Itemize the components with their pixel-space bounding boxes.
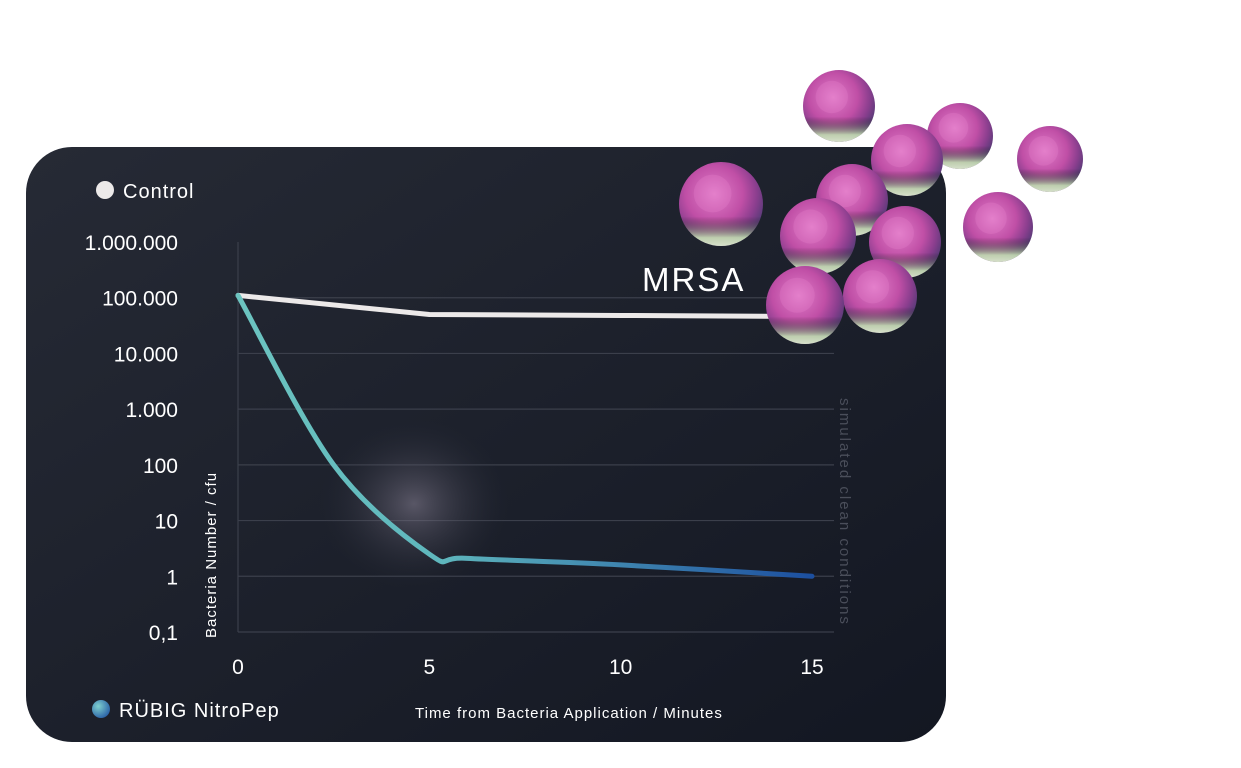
y-tick-label: 1.000 (125, 399, 178, 422)
mrsa-bacteria-cluster-icon (679, 70, 1083, 344)
series (235, 292, 815, 579)
y-tick-labels: 0,1 1 10 100 1.000 10.000 100.000 1.000.000 (85, 232, 178, 645)
legend-nitropep-label: RÜBIG NitroPep (119, 700, 280, 722)
series-line-control (235, 292, 815, 320)
glow-spot (319, 418, 510, 589)
mrsa-annotation: MRSA (642, 261, 745, 298)
series-line-nitropep (235, 292, 815, 579)
legend-control-dot (96, 181, 114, 199)
legend-nitropep: RÜBIG NitroPep (92, 700, 280, 722)
simulated-conditions-note: simulated clean conditions (836, 398, 853, 626)
bacterium (780, 198, 856, 274)
y-axis-label: Bacteria Number / cfu (203, 472, 220, 638)
bacterium (1017, 126, 1083, 192)
bacterium (766, 266, 844, 344)
y-tick-label: 100.000 (102, 288, 178, 311)
x-tick-label: 10 (609, 656, 632, 679)
bacterium (927, 103, 993, 169)
x-tick-label: 15 (800, 656, 823, 679)
bacterium (963, 192, 1033, 262)
y-tick-label: 0,1 (149, 622, 178, 645)
bacterium (871, 124, 943, 196)
grid (238, 297, 834, 577)
axes (237, 242, 834, 633)
x-axis-label: Time from Bacteria Application / Minutes (415, 705, 723, 722)
bacterium (679, 162, 763, 246)
x-tick-label: 0 (232, 656, 244, 679)
y-tick-label: 1.000.000 (85, 232, 178, 255)
y-tick-label: 100 (143, 455, 178, 478)
x-tick-labels: 0 5 10 15 (232, 656, 824, 679)
legend-control: Control (96, 181, 194, 203)
legend-nitropep-dot (92, 700, 110, 718)
glow-effect (319, 418, 510, 589)
bacterium (803, 70, 875, 142)
legend-control-label: Control (123, 181, 194, 203)
x-tick-label: 5 (423, 656, 435, 679)
y-tick-label: 10.000 (114, 343, 178, 366)
y-tick-label: 1 (166, 566, 178, 589)
y-tick-label: 10 (155, 511, 178, 534)
bacterium (843, 259, 917, 333)
